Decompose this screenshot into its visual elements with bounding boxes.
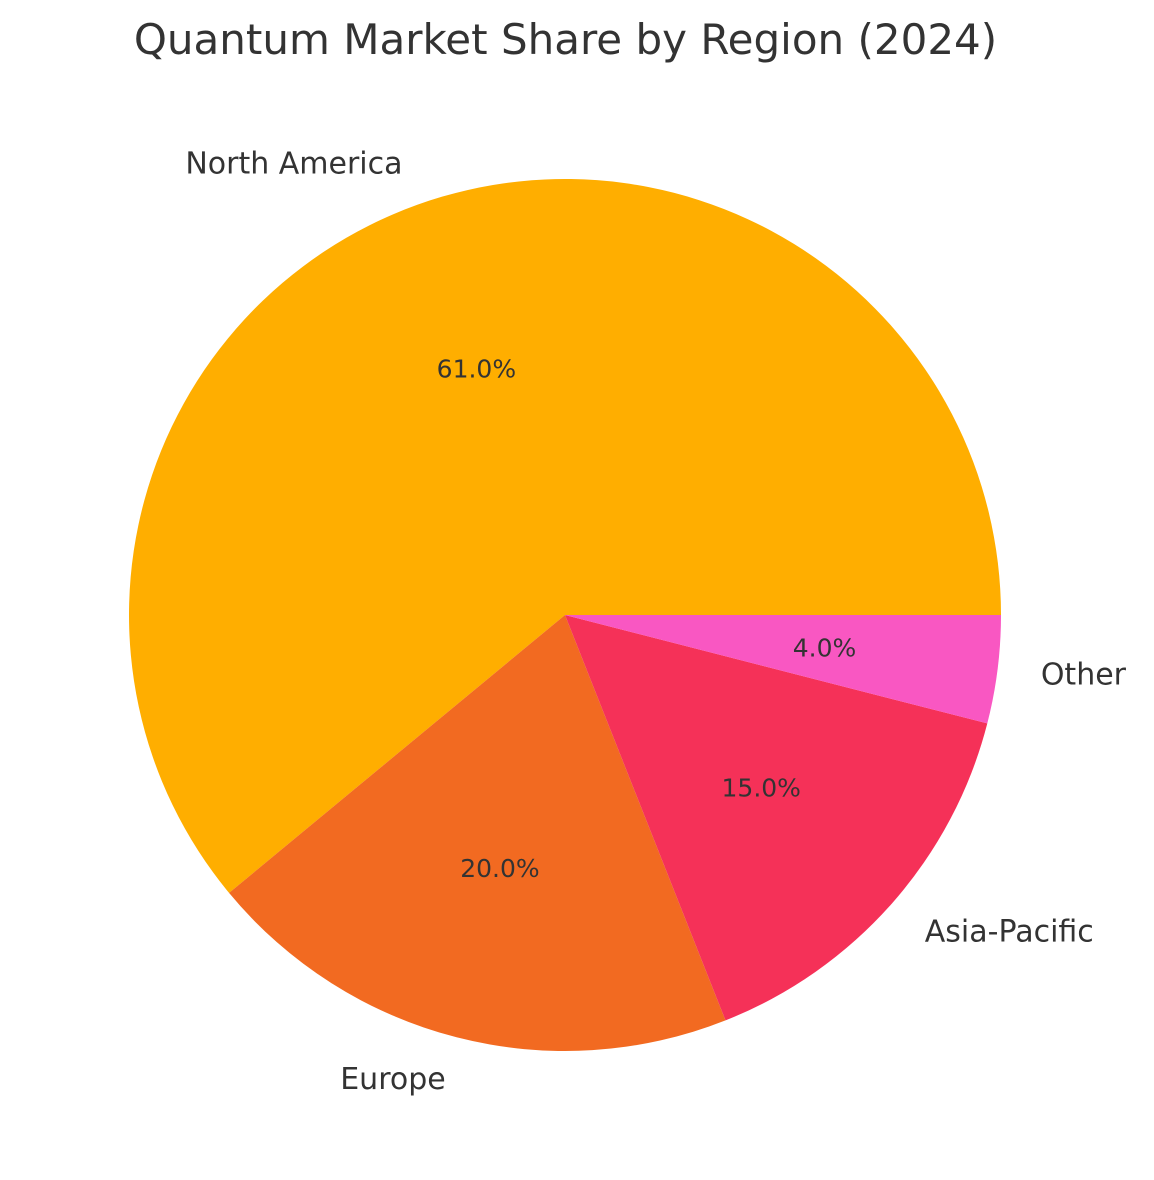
pct-label-other: 4.0% [793,633,857,662]
pct-label-north-america: 61.0% [437,354,516,383]
pct-label-europe: 20.0% [460,854,539,883]
slice-label-other: Other [1041,658,1127,693]
pie-labels: North America 61.0% Europe 20.0% Asia-Pacifi… [185,146,1126,1097]
pie-slice-europe [229,615,726,1051]
chart-title: Quantum Market Share by Region (2024) [133,15,998,64]
pie-slice-asia-pacific [565,615,988,1021]
slice-label-europe: Europe [340,1062,446,1097]
pie-slices [128,178,1002,1051]
slice-label-north-america: North America [185,146,402,181]
slice-label-asia-pacific: Asia-Pacific [925,915,1094,950]
pie-slice-other [565,615,1001,724]
pct-label-asia-pacific: 15.0% [722,773,801,802]
pie-slice-north-america [128,178,1002,893]
